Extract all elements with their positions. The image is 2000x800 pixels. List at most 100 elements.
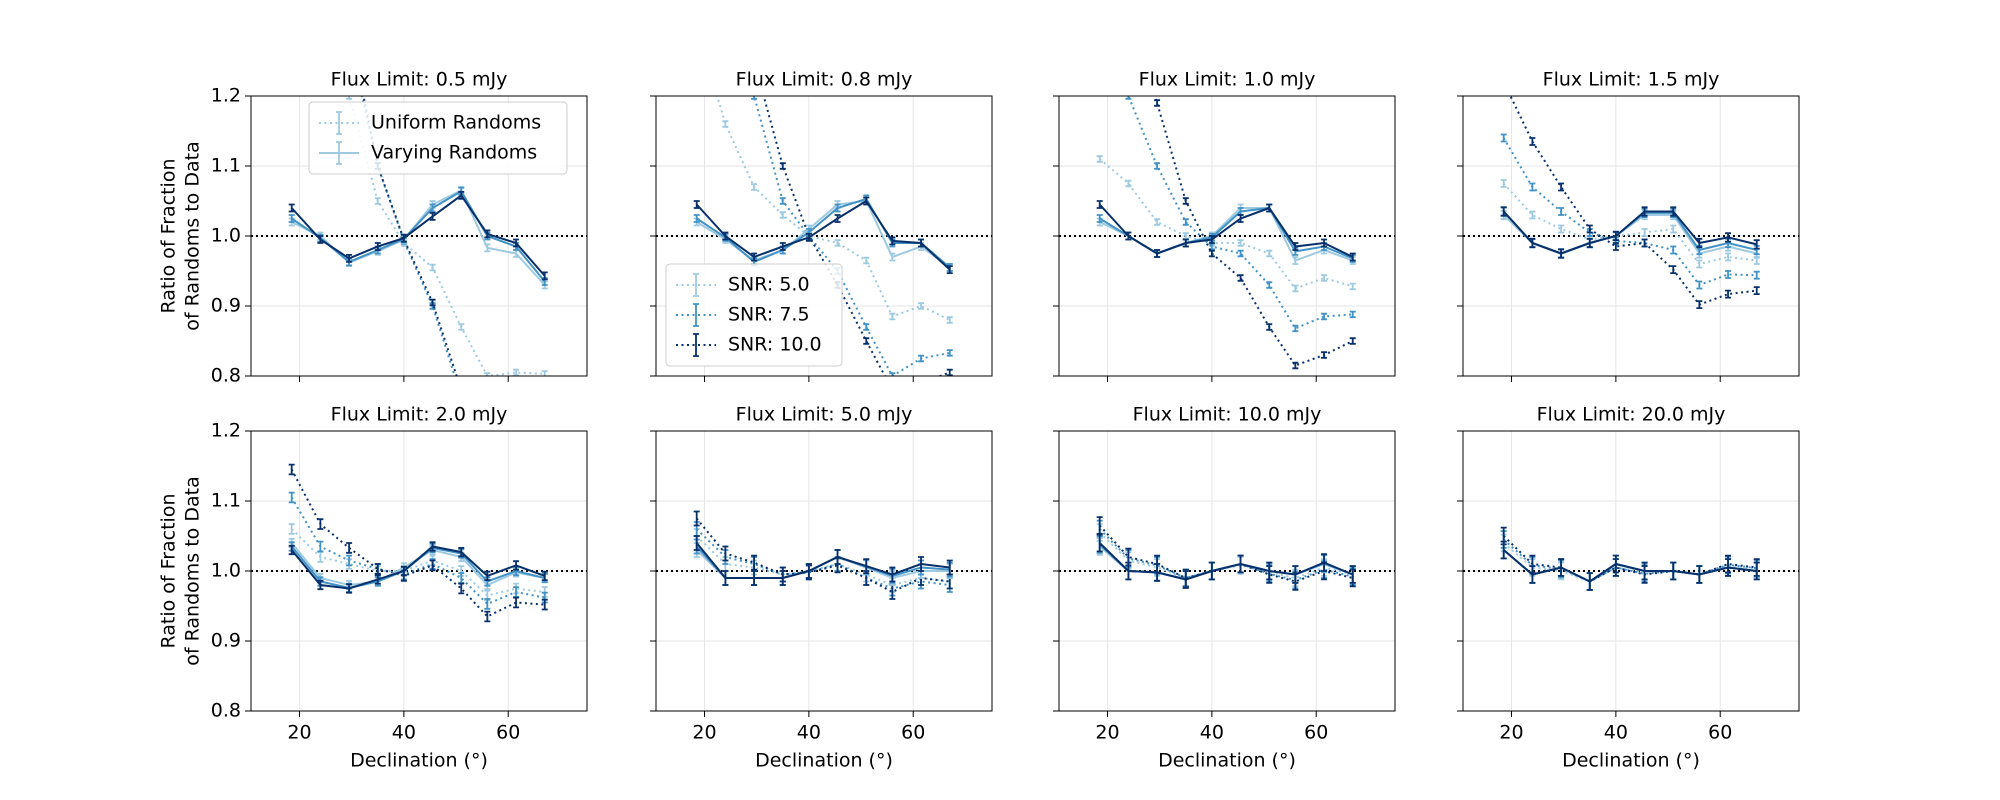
error-bar (1349, 282, 1356, 291)
error-bar (1725, 270, 1732, 279)
error-bar (722, 570, 729, 586)
error-bar (946, 349, 953, 357)
error-bar (1292, 256, 1299, 265)
y-tick-label: 1.1 (211, 155, 241, 177)
series-line (1127, 96, 1353, 330)
error-bar (779, 197, 786, 205)
error-bar (722, 120, 729, 128)
error-bar (863, 558, 870, 574)
error-bar (1641, 206, 1648, 217)
legend-label: Varying Randoms (371, 142, 537, 164)
error-bar (779, 162, 786, 170)
error-bar (1154, 218, 1161, 226)
error-bar (542, 513, 548, 519)
y-axis-label: of Randoms to Data (182, 141, 204, 330)
error-bar (1558, 207, 1565, 216)
series-line (360, 96, 456, 376)
error-bar (1237, 214, 1244, 223)
error-bar (1182, 238, 1189, 248)
panel: Flux Limit: 5.0 mJy 20 40 60 Declination (°) (650, 404, 993, 772)
series-line (291, 189, 546, 286)
error-bar (1641, 561, 1648, 581)
plot-area (288, 463, 548, 623)
error-bar (288, 523, 295, 535)
error-bar (1349, 337, 1356, 345)
error-bar (1529, 210, 1536, 220)
plot-frame (655, 95, 993, 377)
error-bar (779, 242, 786, 251)
series-line (1503, 535, 1757, 583)
error-bar (1182, 570, 1189, 589)
error-bar (1125, 179, 1132, 188)
legend-box (308, 101, 568, 175)
series-line (1502, 182, 1757, 266)
error-bar (1096, 155, 1103, 163)
error-bar (1612, 554, 1619, 574)
error-bar (1349, 252, 1356, 262)
error-bar (1500, 133, 1507, 143)
error-bar (751, 570, 758, 586)
plot-area (1500, 526, 1760, 591)
y-tick-label: 1.2 (211, 420, 241, 442)
error-bar (918, 302, 925, 310)
error-bar (863, 337, 870, 345)
error-bar (346, 96, 353, 100)
error-bar (1096, 200, 1103, 209)
series-line (695, 199, 951, 271)
error-bar (722, 23, 728, 29)
error-bar (317, 518, 324, 530)
error-bar (541, 598, 548, 611)
series-line (290, 193, 546, 277)
series-line (753, 96, 950, 376)
x-axis-label: Declination (°) (1158, 750, 1296, 772)
plot-area (1096, 96, 1356, 370)
error-bar (346, 23, 352, 29)
series-line (696, 528, 950, 590)
error-bar (1753, 286, 1760, 295)
error-bar (1125, 231, 1132, 241)
error-bar (429, 263, 436, 272)
x-tick-label: 60 (1708, 722, 1732, 744)
x-axis-label: Declination (°) (755, 750, 893, 772)
error-bar (1670, 224, 1677, 234)
plot-area (1096, 516, 1356, 591)
error-bar (458, 191, 465, 200)
error-bar (889, 387, 895, 393)
error-bar (1670, 206, 1677, 217)
error-bar (458, 547, 465, 558)
error-bar (834, 214, 841, 223)
legend-swatch-errorbar (336, 111, 342, 135)
series-line (1099, 542, 1354, 581)
panel-title: Flux Limit: 0.8 mJy (736, 69, 913, 91)
plot-frame (250, 95, 588, 377)
error-bar (722, 231, 729, 241)
series-line (1509, 96, 1757, 306)
series-line (1098, 203, 1354, 258)
error-bar (1208, 249, 1215, 258)
series-line (695, 542, 950, 579)
legend: SNR: 5.0 SNR: 7.5 SNR: 10.0 (665, 263, 843, 367)
series-line (290, 496, 545, 606)
error-bar (834, 203, 841, 213)
error-bar (1529, 237, 1536, 249)
error-bar (1237, 239, 1244, 247)
error-bar (1670, 245, 1677, 255)
error-bar (458, 387, 464, 393)
error-bar (1500, 540, 1507, 560)
series-line (290, 545, 546, 590)
error-bar (400, 233, 407, 243)
panel: Flux Limit: 2.0 mJy 20 40 60 0.8 0.9 1.0 1.1 1.2… (158, 404, 588, 772)
error-bar (1725, 252, 1732, 262)
error-bar (484, 372, 491, 376)
panel: Flux Limit: 1.5 mJy (1457, 69, 1800, 382)
error-bar (1641, 228, 1648, 237)
error-bar (513, 560, 520, 571)
error-bar (889, 236, 896, 246)
error-bar (918, 238, 925, 248)
x-tick-label: 20 (1499, 722, 1523, 744)
error-bar (1292, 565, 1299, 584)
error-bar (693, 535, 700, 551)
error-bar (458, 572, 465, 584)
